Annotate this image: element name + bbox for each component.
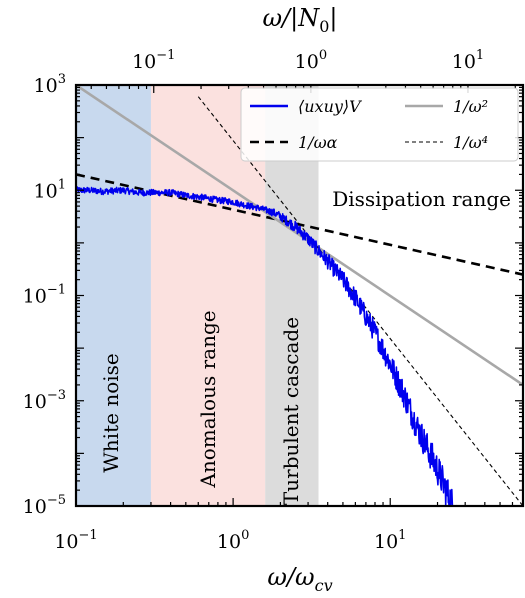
legend-label-3: 1/ω⁴ [453,133,488,152]
region-label-2: Turbulent cascade [279,317,303,505]
region-0 [76,85,151,506]
x-axis-label: ω/ωcv [267,563,332,595]
axis-ticks [75,84,524,507]
legend-label-2: 1/ωα [298,133,338,152]
region-label-1: Anomalous range [196,310,220,488]
region-label-3: Dissipation range [332,187,511,211]
region-labels: White noise Anomalous range Turbulent casc… [99,187,511,505]
x-tick-label: 10−1 [54,528,97,553]
x-tick-label: 100 [217,528,249,553]
y-tick-label: 103 [34,72,66,97]
legend-label-1: 1/ω² [453,97,488,116]
y-tick-label: 101 [34,177,66,202]
top-axis-label: ω/|N0| [262,4,337,36]
x2-tick-label: 101 [452,48,484,73]
y-tick-label: 10−5 [23,493,66,518]
x2-tick-label: 10−1 [132,48,175,73]
series-line-1 [76,85,523,386]
tick-labels: 10−1 100 101 10−1 100 101 10−5 10−3 10−1 101 103 [23,48,485,553]
series-line-3 [76,186,458,506]
legend-box [240,87,519,162]
x-tick-label: 101 [374,528,406,553]
x2-tick-label: 100 [295,48,327,73]
region-label-0: White noise [99,353,123,472]
y-tick-label: 10−1 [23,283,66,308]
data-series [76,85,523,506]
y-tick-label: 10−3 [23,388,66,413]
legend: ⟨uxuy⟩V 1/ω² 1/ωα 1/ω⁴ [240,87,519,162]
legend-label-0: ⟨uxuy⟩V [298,97,362,116]
